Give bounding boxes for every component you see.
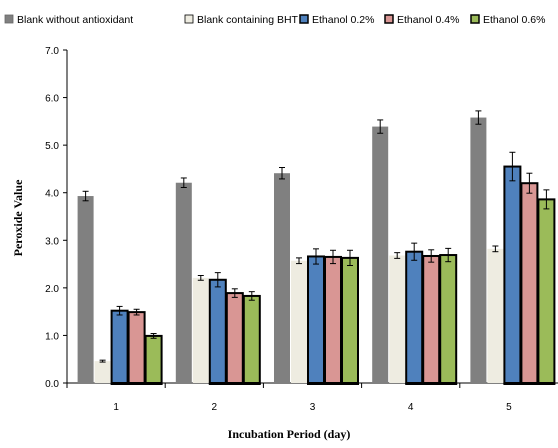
- bar: [77, 196, 94, 383]
- bar: [94, 361, 111, 383]
- x-axis-title: Incubation Period (day): [228, 427, 351, 441]
- bar: [291, 260, 307, 383]
- y-tick-label: 5.0: [45, 141, 59, 152]
- legend-swatch: [470, 14, 480, 24]
- y-tick-label: 2.0: [45, 284, 59, 295]
- y-axis-title: Peroxide Value: [11, 179, 25, 256]
- x-tick-label: 3: [310, 402, 316, 413]
- bar: [405, 250, 424, 384]
- bar: [175, 182, 192, 383]
- y-tick-label: 0.0: [45, 379, 59, 390]
- legend-label: Ethanol 0.4%: [397, 14, 459, 26]
- x-tick-label: 2: [212, 402, 218, 413]
- y-tick-label: 6.0: [45, 94, 59, 105]
- bar: [274, 173, 290, 383]
- bar: [439, 254, 458, 384]
- bar: [422, 254, 441, 384]
- x-tick-label: 5: [506, 402, 512, 413]
- bars: [77, 110, 556, 385]
- bar: [537, 198, 556, 384]
- legend-swatch: [384, 14, 394, 24]
- bar: [520, 182, 539, 384]
- legend-swatch: [299, 14, 309, 24]
- x-tick-label: 1: [113, 402, 119, 413]
- bar: [144, 334, 163, 385]
- legend: Blank without antioxidant Blank containin…: [4, 14, 545, 26]
- bar: [389, 255, 406, 383]
- bar: [307, 255, 325, 384]
- x-tick-label: 4: [408, 402, 414, 413]
- bar: [127, 311, 146, 384]
- bar: [470, 117, 487, 384]
- legend-label: Ethanol 0.6%: [483, 14, 545, 26]
- legend-label: Blank containing BHT: [197, 14, 299, 26]
- legend-swatch: [184, 14, 194, 24]
- bar: [324, 255, 342, 384]
- y-tick-label: 7.0: [45, 46, 59, 57]
- bar: [503, 165, 522, 384]
- bar: [208, 278, 227, 384]
- bar: [341, 256, 359, 384]
- bar: [372, 126, 389, 383]
- bar: [192, 277, 209, 383]
- bar: [242, 294, 261, 384]
- y-tick-label: 4.0: [45, 189, 59, 200]
- legend-label: Ethanol 0.2%: [312, 14, 374, 26]
- bar: [487, 248, 504, 383]
- bar: [110, 309, 129, 385]
- y-tick-label: 3.0: [45, 236, 59, 247]
- y-tick-label: 1.0: [45, 331, 59, 342]
- bar: [225, 292, 244, 384]
- legend-label: Blank without antioxidant: [17, 14, 133, 26]
- legend-swatch: [4, 14, 14, 24]
